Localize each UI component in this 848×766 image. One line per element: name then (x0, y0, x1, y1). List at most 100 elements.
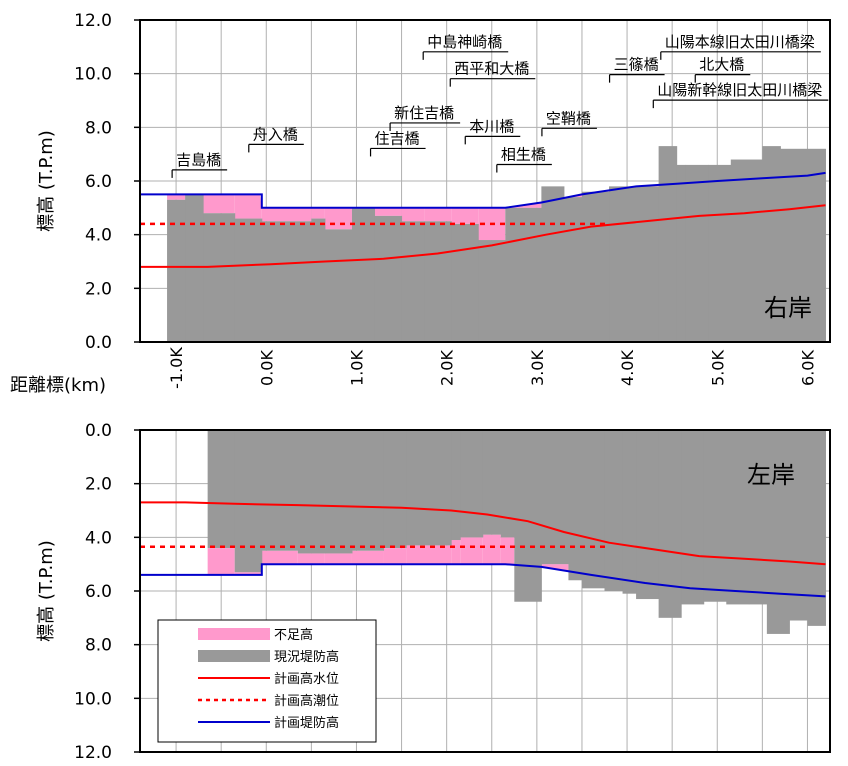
existing-levee-bar (500, 430, 515, 538)
plan-levee-line (140, 563, 826, 598)
x-tick-label: 5.0K (708, 350, 727, 386)
y-tick-label: 8.0 (85, 118, 112, 138)
x-tick-label: 2.0K (438, 350, 457, 386)
existing-levee-bar (609, 186, 660, 342)
bridge-label: 北大橋 (699, 56, 744, 74)
y-tick-label: 6.0 (85, 582, 112, 602)
existing-levee-bar (762, 146, 781, 342)
existing-levee-bar (297, 430, 326, 554)
existing-levee-bar (324, 430, 353, 554)
existing-levee-bar (383, 430, 407, 549)
existing-levee-bar (523, 207, 542, 342)
existing-levee-bar (541, 186, 565, 342)
x-tick-label: -1.0K (167, 347, 186, 389)
y-tick-label: 4.0 (85, 528, 112, 548)
legend-label: 計画堤防高 (274, 715, 339, 731)
existing-levee-bar (563, 197, 583, 342)
deficit-fill (324, 553, 352, 565)
existing-levee-bar (351, 207, 376, 342)
bridge-label: 住吉橋 (375, 129, 420, 147)
x-axis: 距離標(km) -1.0K 0.0K 1.0K 2.0K 3.0K 4.0K 5.0K 6.0… (10, 347, 817, 396)
existing-levee-bar (807, 430, 826, 626)
legend-label: 不足高 (274, 627, 313, 643)
bridge-label: 西平和大橋 (454, 60, 529, 78)
existing-levee-bar (514, 430, 542, 602)
deficit-fill (234, 194, 262, 219)
left-panel-y-axis-label: 標高 (T.P.m) (36, 540, 57, 642)
existing-levee-bar (658, 430, 682, 618)
y-tick-label: 8.0 (85, 636, 112, 656)
y-tick-label: 2.0 (85, 279, 112, 299)
existing-levee-bar (451, 223, 479, 342)
bridge-label: 本川橋 (469, 117, 514, 135)
plan-flood-level-line (140, 204, 826, 268)
bridge-label: 山陽本線旧太田川橋梁 (665, 33, 815, 51)
existing-levee-bar (685, 164, 709, 342)
x-tick-label: 4.0K (618, 350, 637, 386)
x-axis-label: 距離標(km) (10, 375, 106, 396)
deficit-fill (401, 207, 425, 222)
existing-levee-bar (708, 164, 732, 342)
left-panel-fills (207, 430, 826, 634)
deficit-fill (261, 550, 298, 565)
bridge-label: 舟入橋 (253, 125, 298, 143)
y-tick-label: 12.0 (74, 743, 112, 763)
deficit-fill (460, 537, 483, 565)
bridge-label: 吉島橋 (176, 151, 221, 169)
y-tick-label: 10.0 (74, 689, 112, 709)
bridge-label: 中島神崎橋 (427, 33, 502, 51)
existing-levee-bar (789, 430, 808, 621)
bridge-label: 三篠橋 (614, 56, 659, 74)
existing-levee-bar (207, 430, 236, 549)
legend-swatch (198, 628, 270, 640)
right-panel-y-axis-label: 標高 (T.P.m) (36, 130, 57, 232)
left-panel-y-ticks: 0.0 2.0 4.0 6.0 8.0 10.0 12.0 (74, 421, 140, 763)
deficit-fill (167, 194, 186, 200)
existing-levee-bar (234, 218, 263, 342)
existing-levee-bar (185, 194, 204, 342)
existing-levee-bar (541, 430, 569, 565)
right-panel-y-ticks: 0.0 2.0 4.0 6.0 8.0 10.0 12.0 (74, 11, 140, 353)
bridge-label: 新住吉橋 (394, 104, 454, 122)
existing-levee-bar (460, 430, 484, 538)
existing-levee-bar (374, 215, 403, 342)
y-tick-label: 4.0 (85, 226, 112, 246)
left-bank-label: 左岸 (747, 461, 795, 489)
existing-levee-bar (730, 159, 763, 342)
existing-levee-bar (203, 213, 236, 342)
y-tick-label: 0.0 (85, 421, 112, 441)
x-tick-label: 0.0K (257, 350, 276, 386)
deficit-fill (351, 550, 384, 565)
x-axis-ticks: -1.0K 0.0K 1.0K 2.0K 3.0K 4.0K 5.0K 6.0K (167, 347, 817, 389)
existing-levee-bar (807, 148, 826, 342)
right-bank-label: 右岸 (764, 294, 812, 322)
existing-levee-bar (726, 430, 750, 605)
existing-levee-bar (681, 430, 705, 605)
bridge-label: 空鞘橋 (546, 109, 591, 127)
existing-levee-bar (311, 218, 326, 342)
deficit-fill (261, 207, 312, 222)
deficit-fill (203, 194, 235, 214)
bridge-label: 相生橋 (501, 146, 546, 164)
deficit-fill (406, 545, 452, 565)
existing-levee-bar (604, 430, 624, 591)
existing-levee-bar (451, 430, 461, 541)
deficit-fill (297, 553, 325, 565)
left-bank-panel: 0.0 2.0 4.0 6.0 8.0 10.0 12.0 左岸 標高 (T.P.m) 不足… (36, 421, 831, 763)
deficit-fill (311, 207, 325, 219)
existing-levee-bar (676, 164, 687, 342)
existing-levee-bar (261, 430, 299, 551)
existing-levee-bar (324, 229, 353, 342)
legend-label: 計画高水位 (274, 671, 339, 687)
deficit-fill (424, 207, 452, 222)
deficit-fill (482, 534, 501, 565)
bridge-label: 山陽新幹線旧太田川橋梁 (657, 81, 822, 99)
legend-label: 現況堤防高 (274, 649, 339, 665)
existing-levee-bar (406, 430, 452, 546)
x-tick-label: 1.0K (347, 350, 366, 386)
deficit-fill (374, 207, 402, 216)
existing-levee-bar (478, 240, 506, 342)
legend-label: 計画高潮位 (274, 693, 339, 709)
